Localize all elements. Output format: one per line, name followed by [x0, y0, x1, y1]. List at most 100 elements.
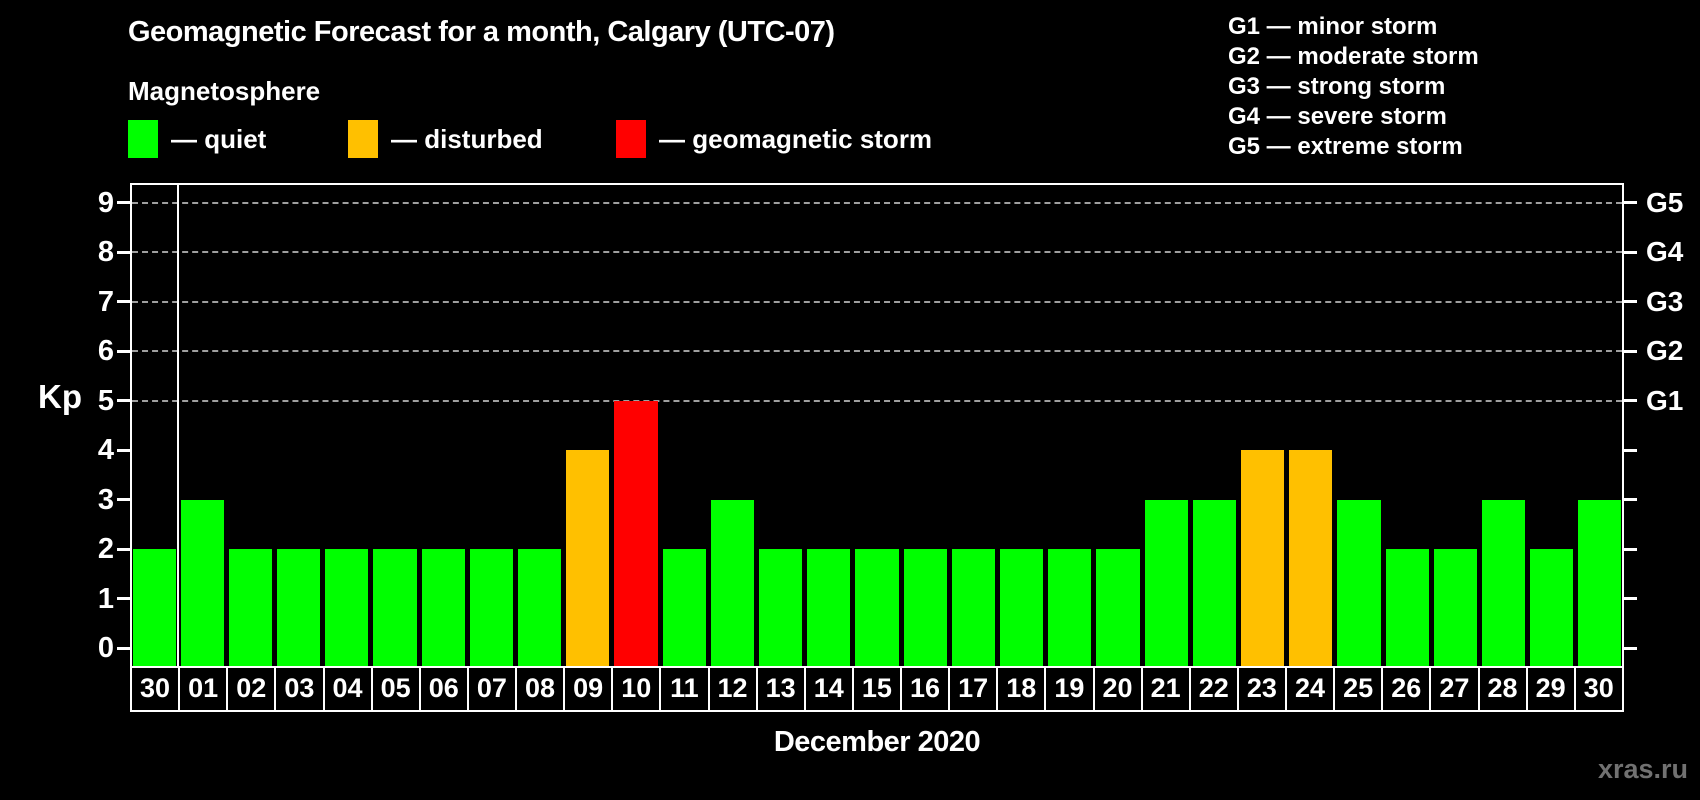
day-label-01-1: 01: [178, 666, 229, 712]
kp-bar-04-4: [325, 549, 369, 666]
y-axis-label-kp: Kp: [38, 378, 82, 415]
day-label-25-25: 25: [1333, 666, 1384, 712]
y-axis-tick-label-8: 8: [97, 236, 114, 269]
magnetosphere-label: Magnetosphere: [128, 76, 321, 106]
right-axis-tick-8: [1624, 250, 1637, 254]
kp-bar-12-12: [710, 499, 754, 666]
day-label-11-11: 11: [659, 666, 710, 712]
g-scale-label-G2: G2: [1646, 335, 1684, 367]
y-axis-tick-label-1: 1: [97, 582, 114, 615]
legend-quiet-label: — quiet: [171, 123, 267, 154]
right-axis-tick-0: [1624, 646, 1637, 650]
kp-bar-30-30: [1578, 499, 1622, 666]
g4-legend-line: G4 — severe storm: [1228, 103, 1447, 130]
left-axis-tick-2: [117, 547, 130, 551]
right-axis-tick-9: [1624, 201, 1637, 205]
legend-item-storm: — geomagnetic storm: [616, 120, 932, 158]
kp-bar-02-2: [228, 549, 273, 666]
kp-bar-05-5: [373, 549, 417, 666]
kp-bar-29-29: [1530, 549, 1574, 666]
day-label-06-6: 06: [418, 666, 469, 712]
day-label-29-29: 29: [1525, 666, 1576, 712]
y-axis-tick-label-3: 3: [97, 483, 114, 516]
kp-bar-22-22: [1192, 499, 1236, 666]
day-label-24-24: 24: [1285, 666, 1336, 712]
day-label-28-28: 28: [1477, 666, 1528, 712]
day-label-26-26: 26: [1381, 666, 1432, 712]
right-axis-tick-5: [1624, 399, 1637, 403]
y-axis-tick-label-5: 5: [97, 384, 114, 417]
kp-bar-27-27: [1433, 549, 1477, 666]
day-label-22-22: 22: [1188, 666, 1239, 712]
left-axis-tick-0: [117, 646, 130, 650]
day-label-18-18: 18: [996, 666, 1047, 712]
kp-bar-19-19: [1048, 549, 1092, 666]
month-separator-line: [177, 185, 180, 666]
right-axis-tick-1: [1624, 597, 1637, 601]
g-scale-label-G3: G3: [1646, 285, 1684, 317]
left-axis-tick-6: [117, 349, 130, 353]
kp-bar-09-9: [566, 450, 610, 666]
gridline-kp-5: [132, 399, 1622, 402]
legend-item-quiet: — quiet: [128, 120, 266, 158]
day-label-09-9: 09: [563, 666, 614, 712]
kp-bar-10-10: [614, 400, 658, 666]
chart-title: Geomagnetic Forecast for a month, Calgar…: [128, 16, 835, 48]
y-axis-tick-label-6: 6: [97, 335, 114, 368]
kp-bar-25-25: [1337, 499, 1381, 666]
left-axis-tick-1: [117, 597, 130, 601]
g-scale-label-G4: G4: [1646, 236, 1684, 268]
gridline-kp-6: [132, 350, 1622, 353]
day-label-30-0: 30: [130, 666, 181, 712]
kp-bar-03-3: [277, 549, 321, 666]
g-scale-legend: G1 — minor storm G2 — moderate storm G3 …: [1228, 12, 1479, 162]
kp-bar-18-18: [999, 549, 1044, 666]
kp-bar-30-0: [132, 549, 176, 666]
kp-bar-28-28: [1481, 499, 1526, 666]
kp-bar-07-7: [469, 549, 514, 666]
g3-legend-line: G3 — strong storm: [1228, 73, 1446, 100]
kp-bar-11-11: [662, 549, 706, 666]
kp-bar-15-15: [855, 549, 899, 666]
g2-legend-line: G2 — moderate storm: [1228, 43, 1479, 70]
x-axis-label-month: December 2020: [773, 726, 981, 758]
g5-legend-line: G5 — extreme storm: [1228, 133, 1463, 160]
gridline-kp-8: [132, 251, 1622, 254]
kp-bar-17-17: [951, 549, 995, 666]
kp-bar-08-8: [518, 549, 562, 666]
xras-watermark[interactable]: xras.ru: [1597, 754, 1688, 784]
day-label-27-27: 27: [1429, 666, 1480, 712]
day-label-20-20: 20: [1092, 666, 1143, 712]
kp-bar-16-16: [903, 549, 947, 666]
kp-bar-01-1: [180, 499, 224, 666]
kp-bar-13-13: [759, 549, 803, 666]
day-label-07-7: 07: [466, 666, 517, 712]
legend-disturbed-label: — disturbed: [391, 123, 543, 154]
right-axis-tick-6: [1624, 349, 1637, 353]
kp-bar-24-24: [1289, 450, 1333, 666]
y-axis-tick-label-0: 0: [97, 632, 114, 665]
day-label-30-30: 30: [1573, 666, 1624, 712]
day-label-21-21: 21: [1140, 666, 1191, 712]
left-axis-tick-7: [117, 300, 130, 304]
g1-legend-line: G1 — minor storm: [1228, 13, 1438, 40]
right-axis-tick-7: [1624, 300, 1637, 304]
left-axis-tick-9: [117, 201, 130, 205]
y-axis-tick-label-7: 7: [97, 285, 114, 318]
day-label-13-13: 13: [755, 666, 806, 712]
day-label-12-12: 12: [707, 666, 758, 712]
day-label-row: 30 01 02 03 04 05 06 07 08 09 10 11 12 13 14 15 16 17 18 19…: [130, 666, 1624, 712]
kp-bar-20-20: [1096, 549, 1140, 666]
left-axis-tick-4: [117, 448, 130, 452]
right-axis-tick-4: [1624, 448, 1637, 452]
day-label-02-2: 02: [226, 666, 277, 712]
legend-storm-label: — geomagnetic storm: [659, 123, 933, 154]
gridline-kp-9: [132, 201, 1622, 204]
kp-bar-21-21: [1144, 499, 1188, 666]
kp-bar-14-14: [807, 549, 851, 666]
day-label-04-4: 04: [322, 666, 373, 712]
left-axis-tick-3: [117, 498, 130, 502]
y-axis-tick-label-9: 9: [97, 186, 114, 219]
